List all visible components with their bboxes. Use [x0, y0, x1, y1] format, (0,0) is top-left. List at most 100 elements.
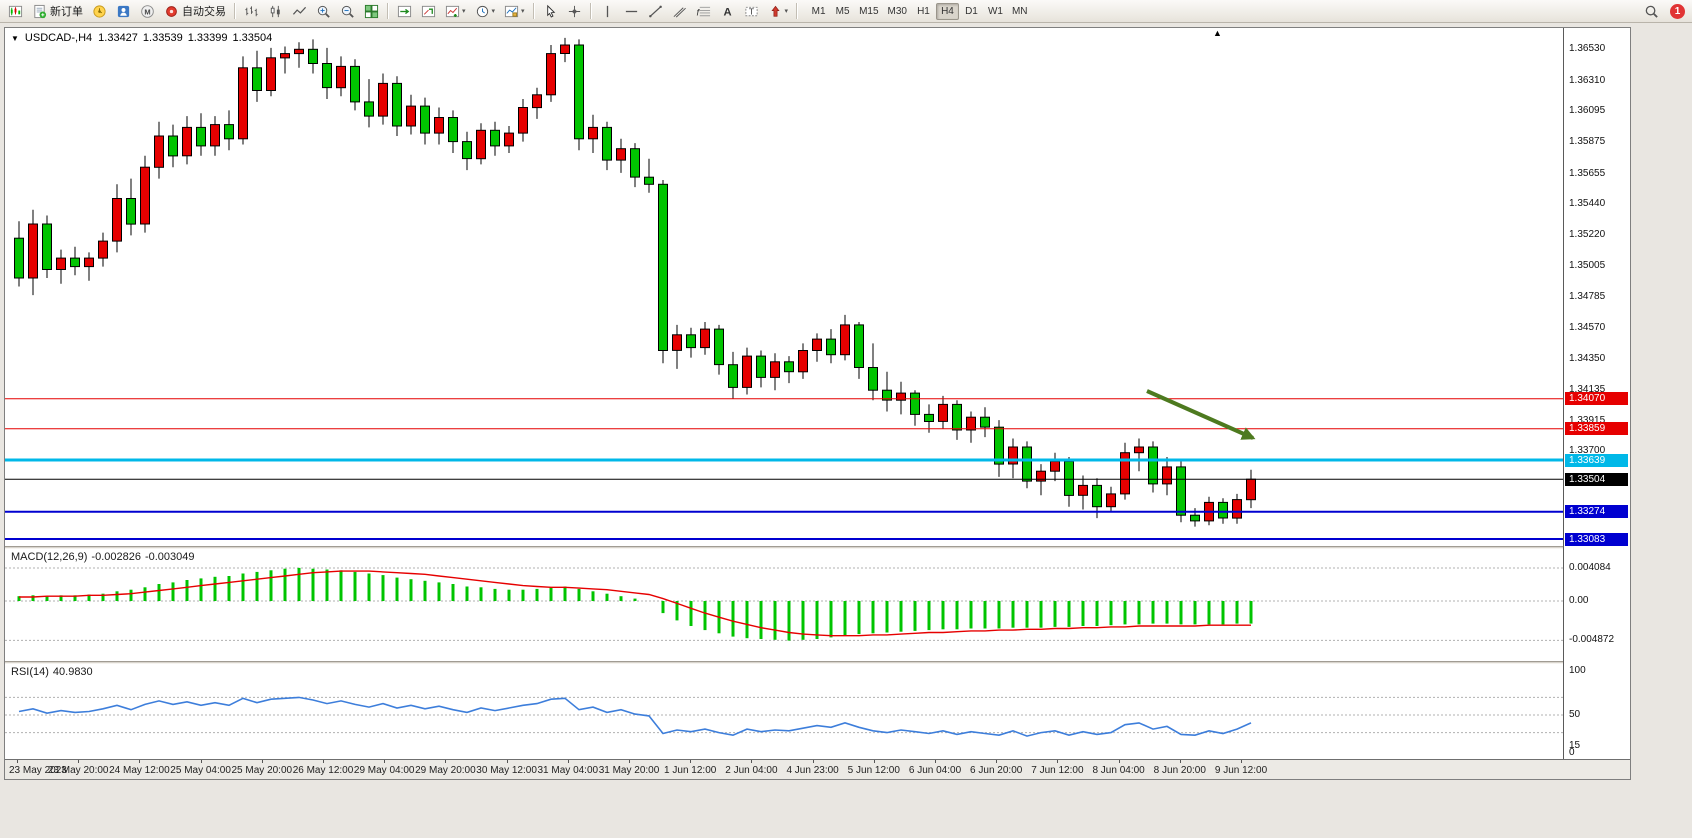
timeframe-w1-button[interactable]: W1 [984, 3, 1007, 20]
timeframe-m5-button[interactable]: M5 [831, 3, 854, 20]
timeframe-d1-button[interactable]: D1 [960, 3, 983, 20]
mql5-community-button[interactable] [112, 2, 135, 21]
price-tag: 1.33083 [1565, 532, 1628, 546]
templates-button[interactable]: ▾ [500, 2, 529, 21]
cursor-tool-button[interactable] [539, 2, 562, 21]
rsi-chart[interactable] [5, 664, 1563, 759]
crosshair-tool-button[interactable] [563, 2, 586, 21]
search-button[interactable] [1640, 2, 1663, 21]
candle-body [1050, 460, 1060, 472]
candle-body [56, 257, 66, 271]
scroll-to-end-marker[interactable]: ▲ [1213, 28, 1222, 38]
candle-body [742, 355, 752, 388]
candle-body [28, 223, 38, 279]
price-axis-label: 1.34785 [1569, 291, 1606, 303]
price-axis-label: 1.34135 [1569, 383, 1606, 395]
zoom-out-button[interactable] [336, 2, 359, 21]
candles-mode-button[interactable] [264, 2, 287, 21]
indicators-button[interactable]: ▾ [441, 2, 470, 21]
candle-body [420, 105, 430, 134]
chart-shift-icon [421, 4, 436, 19]
price-axis[interactable]: 1.36530 1.36310 1.36095 1.35875 1.35655 1.354… [1563, 28, 1630, 759]
fibonacci-tool-button[interactable]: f [692, 2, 715, 21]
notification-badge[interactable]: 1 [1670, 3, 1685, 19]
zoom-in-button[interactable] [312, 2, 335, 21]
candle-body [546, 53, 556, 96]
timeframe-mn-button[interactable]: MN [1008, 3, 1032, 20]
crosshair-icon [567, 4, 582, 19]
time-tick [17, 760, 18, 763]
candle-body [616, 148, 626, 161]
autotrading-button[interactable]: 自动交易 [160, 2, 230, 21]
periods-button[interactable]: ▾ [471, 2, 500, 21]
candle-body [1092, 484, 1102, 508]
time-axis-label: 25 May 04:00 [170, 765, 231, 776]
candle-body [392, 82, 402, 127]
panel-separator[interactable] [5, 546, 1630, 549]
new-chart-button[interactable] [4, 2, 27, 21]
price-axis-label: 1.33700 [1569, 445, 1606, 457]
templates-icon [504, 4, 519, 19]
history-center-button[interactable] [88, 2, 111, 21]
candle-body [840, 324, 850, 356]
timeframe-h4-button[interactable]: H4 [935, 2, 959, 20]
rsi-title: RSI(14) [11, 666, 49, 678]
bars-mode-button[interactable] [240, 2, 263, 21]
candle-body [700, 328, 710, 349]
label-tool-button[interactable]: T [740, 2, 763, 21]
candlestick-chart[interactable] [5, 28, 1563, 546]
candle-body [490, 129, 500, 147]
horizontal-line-tool-button[interactable] [620, 2, 643, 21]
metaquotes-button[interactable]: M [136, 2, 159, 21]
macd-panel[interactable]: MACD(12,26,9) -0.002826 -0.003049 [5, 549, 1563, 661]
cursor-icon [543, 4, 558, 19]
time-axis[interactable]: 23 May 2023 23 May 20:00 24 May 12:00 25 Ma… [5, 759, 1630, 779]
zoom-out-icon [340, 4, 355, 19]
trend-arrow-annotation[interactable] [1146, 389, 1256, 440]
time-tick [1179, 760, 1181, 763]
auto-scroll-button[interactable] [393, 2, 416, 21]
time-tick [445, 760, 447, 763]
text-tool-button[interactable]: A [716, 2, 739, 21]
candle-body [602, 126, 612, 161]
timeframe-m15-button[interactable]: M15 [855, 3, 882, 20]
candle-body [140, 166, 150, 225]
panel-separator[interactable] [5, 661, 1630, 664]
toolbar-separator [532, 3, 535, 19]
dropdown-caret-icon: ▾ [491, 8, 496, 15]
candle-body [476, 129, 486, 160]
toolbar-separator [589, 3, 592, 19]
tile-windows-button[interactable] [360, 2, 383, 21]
timeframe-h1-button[interactable]: H1 [912, 3, 935, 20]
candle-body [686, 334, 696, 349]
line-mode-button[interactable] [288, 2, 311, 21]
vertical-line-tool-button[interactable] [596, 2, 619, 21]
rsi-line [18, 696, 1252, 737]
candle-body [70, 257, 80, 268]
candle-body [1078, 484, 1088, 496]
candles-mode-icon [268, 4, 283, 19]
macd-chart[interactable] [5, 549, 1563, 661]
candle-body [294, 48, 304, 55]
channel-tool-button[interactable] [668, 2, 691, 21]
time-axis-label: 1 Jun 12:00 [664, 765, 717, 776]
candle-body [224, 124, 234, 140]
rsi-panel[interactable]: RSI(14) 40.9830 [5, 664, 1563, 759]
time-tick [1241, 760, 1242, 763]
chart-shift-button[interactable] [417, 2, 440, 21]
new-order-button[interactable]: 新订单 [28, 2, 87, 21]
v-line-icon [600, 4, 615, 19]
candle-body [336, 65, 346, 89]
new-order-label: 新订单 [50, 6, 83, 18]
main-chart-panel[interactable]: ▼ USDCAD-,H4 1.33427 1.33539 1.33399 1.3350… [5, 28, 1563, 546]
candle-body [378, 82, 388, 117]
timeframe-m30-button[interactable]: M30 [884, 3, 911, 20]
arrows-tool-button[interactable]: ▾ [764, 2, 793, 21]
symbol-period-label: USDCAD-,H4 [24, 32, 93, 44]
price-axis-label: 1.34570 [1569, 321, 1606, 333]
price-axis-label: 1.35220 [1569, 229, 1606, 241]
candle-body [644, 176, 654, 185]
time-axis-label: 29 May 20:00 [415, 765, 476, 776]
timeframe-m1-button[interactable]: M1 [807, 3, 830, 20]
trendline-tool-button[interactable] [644, 2, 667, 21]
